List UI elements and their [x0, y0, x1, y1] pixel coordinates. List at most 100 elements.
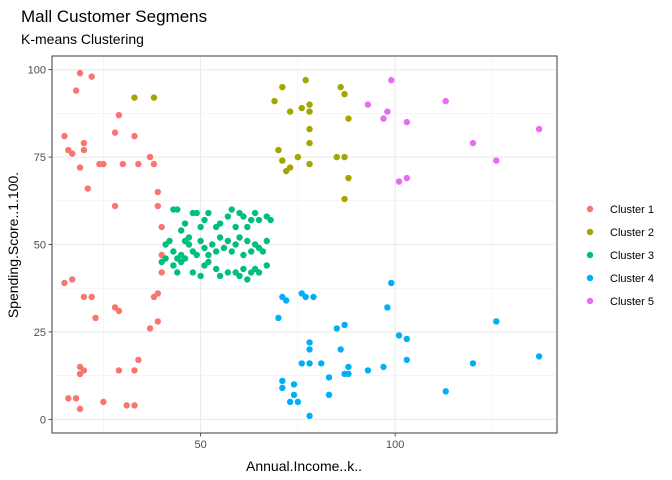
- data-point: [341, 153, 348, 161]
- data-point: [306, 101, 313, 108]
- axis-ticks: 50 100 0 25 50 75 100: [28, 65, 405, 451]
- data-point: [88, 73, 95, 80]
- data-point: [247, 248, 255, 255]
- data-point: [306, 339, 313, 346]
- data-point: [286, 164, 294, 171]
- data-point: [201, 216, 208, 224]
- data-point: [135, 160, 142, 168]
- data-point: [325, 391, 333, 399]
- data-point: [279, 83, 286, 91]
- data-point: [244, 276, 251, 283]
- data-point: [364, 101, 372, 108]
- data-point: [224, 269, 232, 276]
- x-tick-label: 100: [386, 439, 404, 451]
- legend-item: Cluster 2: [586, 227, 654, 239]
- data-point: [80, 293, 88, 301]
- series-cluster-3: [158, 206, 274, 283]
- data-point: [255, 216, 263, 224]
- data-point: [244, 237, 251, 245]
- data-point: [306, 108, 313, 115]
- data-point: [469, 360, 477, 367]
- data-point: [65, 395, 72, 402]
- data-point: [240, 213, 247, 220]
- data-point: [442, 388, 449, 395]
- data-point: [189, 269, 197, 276]
- data-point: [236, 272, 243, 280]
- data-point: [294, 153, 302, 161]
- data-point: [115, 307, 123, 315]
- data-point: [216, 234, 224, 241]
- data-point: [158, 269, 165, 276]
- series-cluster-2: [131, 76, 352, 203]
- data-point: [150, 293, 158, 301]
- data-point: [302, 76, 309, 84]
- x-axis-title: Annual.Income..k..: [246, 458, 362, 474]
- data-point: [162, 255, 169, 262]
- data-point: [212, 265, 220, 273]
- chart-title: Mall Customer Segmens: [21, 7, 207, 26]
- legend-key: [586, 205, 594, 213]
- data-point: [403, 118, 411, 126]
- series-cluster-5: [364, 76, 543, 185]
- data-point: [306, 346, 313, 353]
- data-point: [181, 220, 189, 227]
- data-point: [205, 258, 212, 266]
- data-point: [228, 248, 235, 255]
- data-point: [333, 153, 340, 161]
- series-cluster-4: [275, 279, 543, 420]
- data-points: [61, 69, 543, 420]
- data-point: [197, 223, 204, 231]
- data-point: [290, 391, 298, 399]
- data-point: [205, 251, 212, 259]
- data-point: [158, 223, 165, 231]
- data-point: [131, 132, 138, 140]
- data-point: [197, 272, 204, 280]
- data-point: [209, 241, 216, 248]
- data-point: [131, 402, 138, 409]
- data-point: [76, 370, 84, 378]
- data-point: [395, 332, 403, 339]
- data-point: [61, 279, 68, 287]
- legend-label: Cluster 5: [610, 296, 654, 308]
- data-point: [76, 405, 84, 413]
- data-point: [380, 363, 387, 371]
- data-point: [240, 265, 247, 273]
- data-point: [403, 335, 411, 343]
- data-point: [80, 139, 88, 147]
- data-point: [220, 244, 228, 252]
- data-point: [232, 223, 239, 231]
- data-point: [131, 367, 138, 374]
- data-point: [271, 97, 278, 105]
- data-point: [345, 115, 352, 122]
- data-point: [76, 69, 84, 77]
- data-point: [185, 241, 193, 248]
- data-point: [205, 209, 212, 217]
- legend-key: [586, 228, 594, 236]
- data-point: [177, 227, 185, 234]
- data-point: [493, 157, 500, 164]
- y-tick-label: 50: [34, 240, 46, 252]
- data-point: [228, 206, 235, 213]
- data-point: [119, 160, 127, 168]
- data-point: [251, 209, 259, 217]
- data-point: [535, 353, 543, 360]
- data-point: [111, 129, 119, 136]
- data-point: [216, 220, 224, 227]
- data-point: [244, 223, 251, 231]
- data-point: [146, 325, 154, 332]
- data-point: [212, 248, 220, 255]
- legend-item: Cluster 1: [586, 204, 654, 216]
- data-point: [232, 241, 239, 248]
- legend-label: Cluster 2: [610, 227, 654, 239]
- data-point: [395, 178, 403, 185]
- data-point: [123, 402, 130, 409]
- legend-key: [586, 251, 594, 259]
- data-point: [442, 97, 449, 105]
- data-point: [535, 125, 543, 133]
- data-point: [181, 255, 189, 262]
- data-point: [341, 195, 348, 203]
- data-point: [318, 360, 325, 367]
- legend-label: Cluster 4: [610, 273, 654, 285]
- data-point: [306, 125, 313, 133]
